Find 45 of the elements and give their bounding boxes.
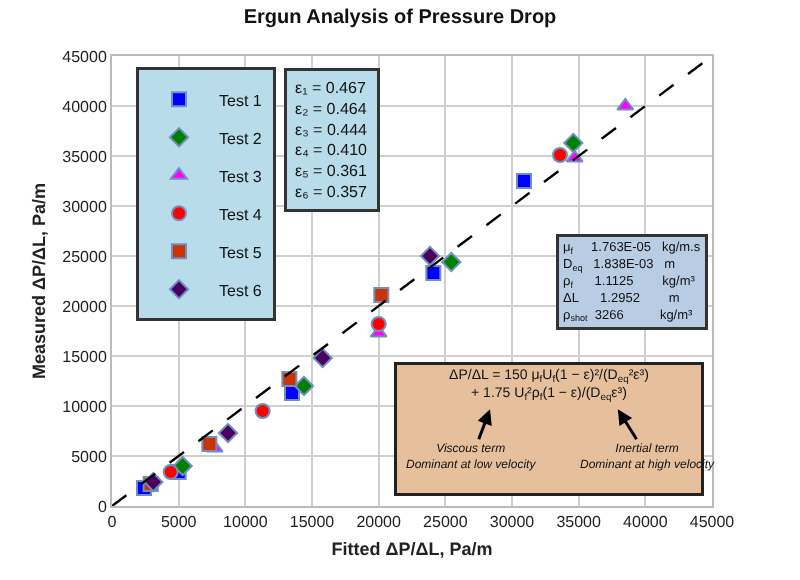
point	[419, 245, 441, 267]
x-tick-label: 5000	[160, 513, 198, 532]
y-tick-label: 45000	[62, 47, 108, 66]
legend-label: Test 2	[219, 129, 263, 148]
x-tick-label: 30000	[489, 513, 536, 532]
x-axis-title: Fitted ΔP/ΔL, Pa/m	[331, 538, 493, 559]
y-tick-label: 0	[97, 497, 108, 516]
y-tick-label: 5000	[71, 447, 108, 466]
y-tick-label: 35000	[62, 147, 108, 166]
point	[312, 347, 333, 369]
y-tick-label: 30000	[62, 197, 108, 216]
point	[293, 375, 315, 397]
y-axis-title: Measured ΔP/ΔL, Pa/m	[29, 183, 49, 379]
y-tick-label: 15000	[62, 347, 108, 366]
y-tick-label: 40000	[62, 97, 108, 116]
x-tick-label: 40000	[623, 513, 669, 532]
point	[373, 287, 390, 303]
point	[370, 316, 387, 332]
point	[516, 173, 532, 189]
point	[201, 436, 218, 452]
point	[563, 132, 584, 154]
x-tick-label: 45000	[689, 513, 736, 532]
y-tick-label: 10000	[62, 397, 108, 416]
x-tick-label: 35000	[556, 513, 602, 532]
legend-label: Test 6	[219, 281, 263, 300]
point	[217, 422, 239, 444]
x-tick-label: 15000	[289, 513, 336, 532]
point	[425, 265, 442, 281]
point	[552, 147, 568, 163]
point	[441, 251, 462, 273]
y-tick-label: 20000	[62, 297, 108, 316]
y-tick-label: 25000	[62, 247, 108, 266]
legend-label: Test 1	[219, 91, 263, 110]
chart-title: Ergun Analysis of Pressure Drop	[243, 6, 557, 29]
legend-label: Test 3	[219, 167, 263, 186]
point	[254, 403, 271, 419]
point	[281, 371, 298, 387]
legend-label: Test 5	[219, 243, 263, 262]
x-tick-label: 25000	[423, 513, 469, 532]
annotation: ε₁ = 0.467 ε₂ = 0.464 ε₃ = 0.444 ε₄ = 0.410 ε₅ = 0.361 ε₆ = 0.357	[295, 79, 369, 201]
point	[162, 464, 179, 480]
legend-label: Test 4	[219, 205, 263, 224]
x-tick-label: 20000	[356, 513, 402, 532]
point	[172, 455, 193, 477]
x-tick-label: 10000	[223, 513, 269, 532]
